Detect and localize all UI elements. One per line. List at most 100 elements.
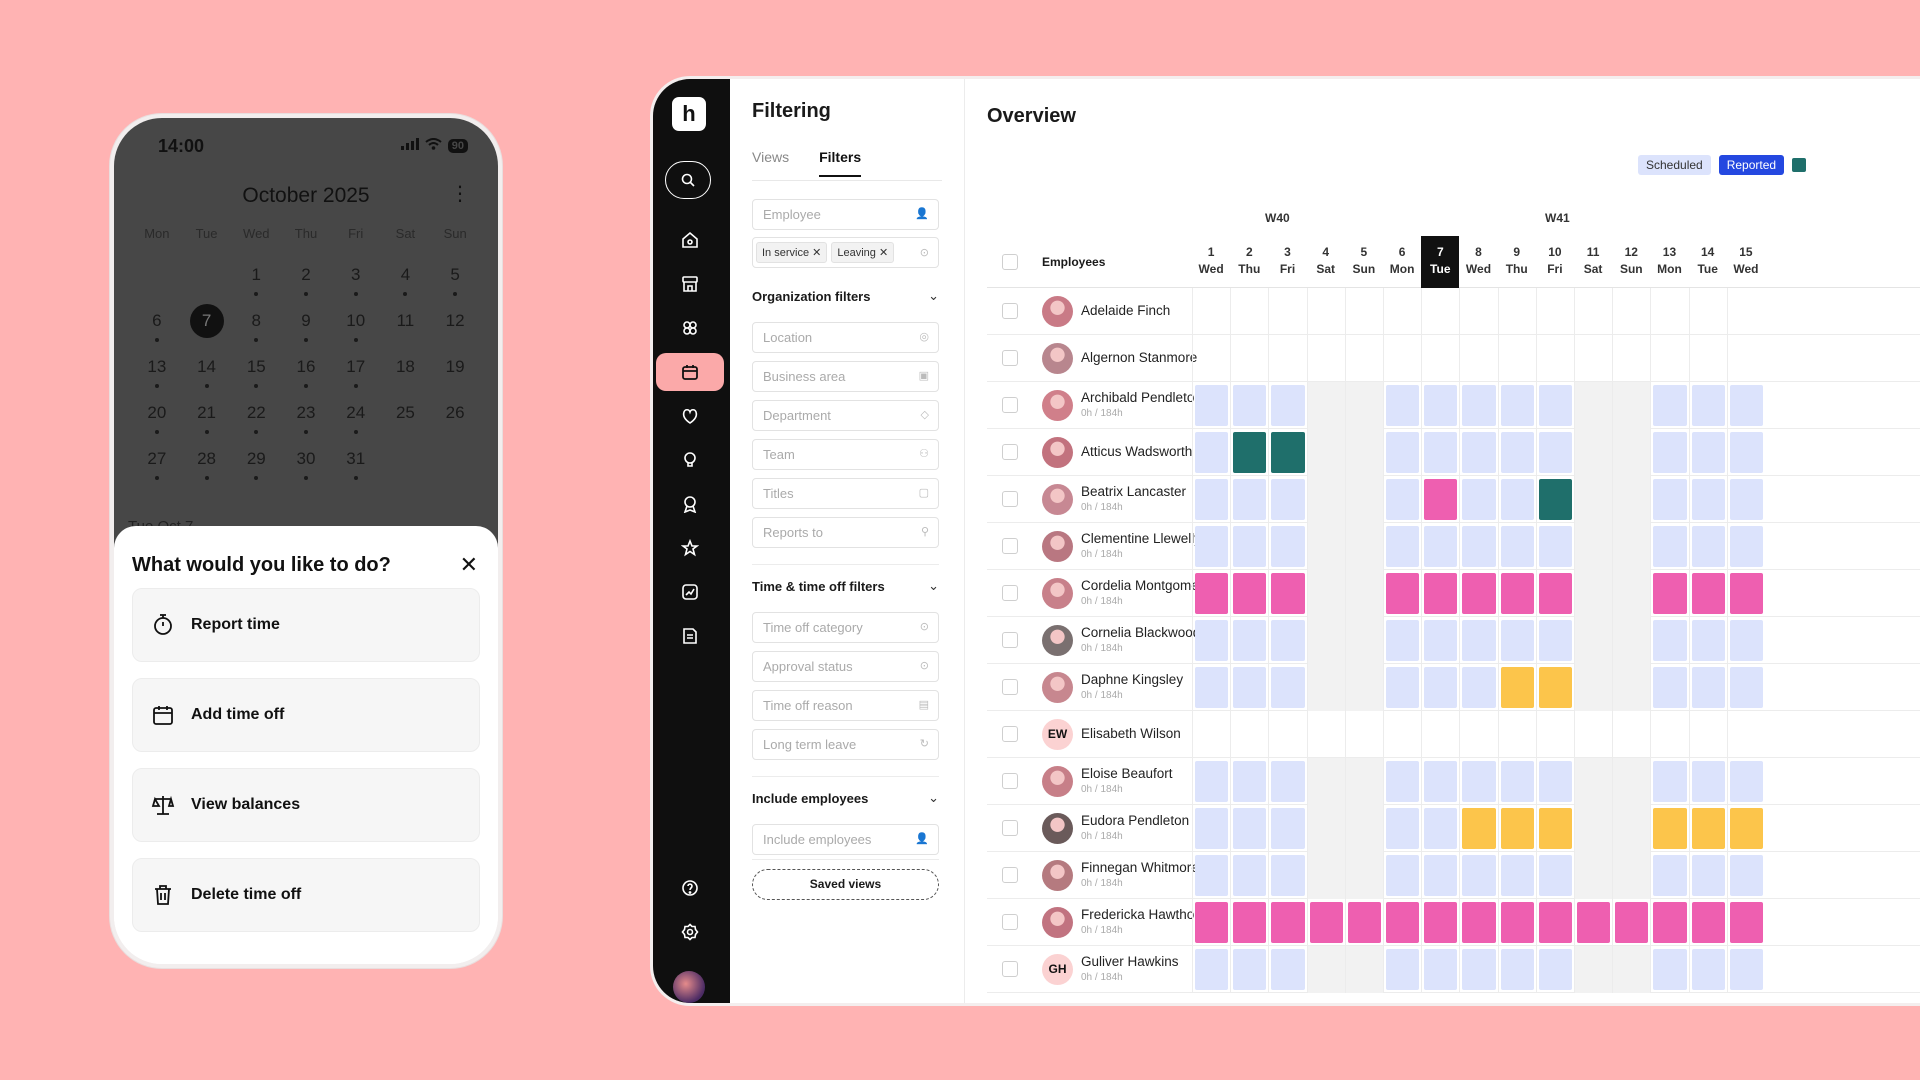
scheduled-block[interactable] (1271, 620, 1305, 661)
pending-block[interactable] (1538, 667, 1572, 708)
scheduled-block[interactable] (1729, 620, 1763, 661)
day-cell[interactable] (1192, 288, 1230, 335)
day-cell[interactable] (1497, 805, 1536, 852)
calendar-day[interactable]: 27 (132, 442, 182, 488)
scheduled-block[interactable] (1386, 432, 1420, 473)
scheduled-block[interactable] (1691, 526, 1725, 567)
day-column-header[interactable]: 4 Sat (1307, 236, 1345, 288)
day-cell[interactable] (1497, 711, 1536, 758)
time-off-block[interactable] (1538, 573, 1572, 614)
scheduled-block[interactable] (1729, 479, 1763, 520)
scheduled-block[interactable] (1500, 479, 1534, 520)
day-cell[interactable] (1192, 899, 1230, 946)
calendar-day[interactable]: 9 (281, 304, 331, 350)
day-cell[interactable] (1650, 711, 1688, 758)
day-cell[interactable] (1612, 335, 1650, 382)
scheduled-block[interactable] (1424, 620, 1458, 661)
close-icon[interactable]: ✕ (812, 247, 822, 259)
day-cell[interactable] (1726, 617, 1765, 664)
scheduled-block[interactable] (1386, 949, 1420, 990)
scheduled-block[interactable] (1233, 385, 1267, 426)
row-checkbox[interactable] (1002, 444, 1018, 460)
nav-awards[interactable] (667, 485, 713, 523)
scheduled-block[interactable] (1691, 432, 1725, 473)
day-cell[interactable] (1726, 946, 1765, 993)
day-cell[interactable] (1268, 288, 1306, 335)
org-filters-section[interactable]: Organization filters ⌄ (752, 288, 939, 304)
employee-name[interactable]: Beatrix Lancaster (1081, 484, 1187, 499)
scheduled-block[interactable] (1233, 808, 1267, 849)
table-row[interactable]: Eudora Pendleton 0h / 184h (987, 805, 1920, 852)
day-cell[interactable] (1688, 946, 1727, 993)
day-cell[interactable] (1421, 758, 1459, 805)
scheduled-block[interactable] (1424, 761, 1458, 802)
table-row[interactable]: Eloise Beaufort 0h / 184h (987, 758, 1920, 805)
day-cell[interactable] (1612, 805, 1651, 852)
scheduled-block[interactable] (1424, 855, 1458, 896)
chip-leaving[interactable]: Leaving ✕ (831, 242, 895, 263)
day-cell[interactable] (1612, 946, 1651, 993)
day-cell[interactable] (1535, 758, 1574, 805)
day-cell[interactable] (1344, 805, 1383, 852)
scheduled-block[interactable] (1653, 385, 1687, 426)
day-cell[interactable] (1383, 523, 1421, 570)
pending-block[interactable] (1500, 808, 1534, 849)
day-cell[interactable] (1421, 382, 1459, 429)
employee-name[interactable]: Clementine Llewellyn (1081, 531, 1209, 546)
scheduled-block[interactable] (1233, 761, 1267, 802)
employee-name[interactable]: Elisabeth Wilson (1081, 726, 1181, 741)
day-cell[interactable] (1268, 899, 1306, 946)
day-column-header[interactable]: 12 Sun (1612, 236, 1650, 288)
nav-home[interactable] (667, 221, 713, 259)
avatar[interactable] (1042, 390, 1073, 421)
day-cell[interactable] (1459, 382, 1497, 429)
scheduled-block[interactable] (1691, 667, 1725, 708)
day-cell[interactable] (1535, 805, 1574, 852)
day-cell[interactable] (1421, 570, 1459, 617)
avatar[interactable] (1042, 578, 1073, 609)
time-filters-section[interactable]: Time & time off filters ⌄ (752, 578, 939, 594)
scheduled-block[interactable] (1538, 385, 1572, 426)
scheduled-block[interactable] (1500, 385, 1534, 426)
day-cell[interactable] (1535, 617, 1574, 664)
day-cell[interactable] (1688, 758, 1727, 805)
day-cell[interactable] (1344, 899, 1383, 946)
scheduled-block[interactable] (1386, 808, 1420, 849)
time-off-block[interactable] (1195, 902, 1229, 943)
day-cell[interactable] (1230, 664, 1268, 711)
day-cell[interactable] (1230, 852, 1268, 899)
scheduled-block[interactable] (1691, 855, 1725, 896)
delete-time-off-button[interactable]: Delete time off (132, 858, 480, 932)
employee-name[interactable]: Archibald Pendleton (1081, 390, 1202, 405)
day-cell[interactable] (1688, 382, 1727, 429)
nav-apps[interactable] (667, 309, 713, 347)
day-cell[interactable] (1192, 523, 1230, 570)
report-time-button[interactable]: Report time (132, 588, 480, 662)
day-cell[interactable] (1344, 711, 1383, 758)
avatar[interactable] (1042, 672, 1073, 703)
day-cell[interactable] (1726, 429, 1765, 476)
avatar[interactable] (1042, 907, 1073, 938)
day-cell[interactable] (1612, 617, 1651, 664)
scheduled-block[interactable] (1729, 432, 1763, 473)
row-checkbox[interactable] (1002, 632, 1018, 648)
day-cell[interactable] (1535, 899, 1574, 946)
scheduled-block[interactable] (1729, 855, 1763, 896)
scheduled-block[interactable] (1386, 526, 1420, 567)
scheduled-block[interactable] (1233, 620, 1267, 661)
employee-name[interactable]: Daphne Kingsley (1081, 672, 1184, 687)
scheduled-block[interactable] (1195, 479, 1229, 520)
day-cell[interactable] (1612, 711, 1650, 758)
day-cell[interactable] (1459, 711, 1497, 758)
day-cell[interactable] (1535, 570, 1574, 617)
scheduled-block[interactable] (1653, 667, 1687, 708)
day-cell[interactable] (1306, 429, 1345, 476)
day-cell[interactable] (1574, 617, 1613, 664)
time-off-block[interactable] (1653, 573, 1687, 614)
include-employees-section[interactable]: Include employees ⌄ (752, 790, 939, 806)
legend-third-swatch[interactable] (1792, 158, 1807, 172)
day-cell[interactable] (1459, 617, 1497, 664)
day-cell[interactable] (1650, 429, 1688, 476)
calendar-day[interactable]: 5 (430, 258, 480, 304)
scheduled-block[interactable] (1462, 479, 1496, 520)
